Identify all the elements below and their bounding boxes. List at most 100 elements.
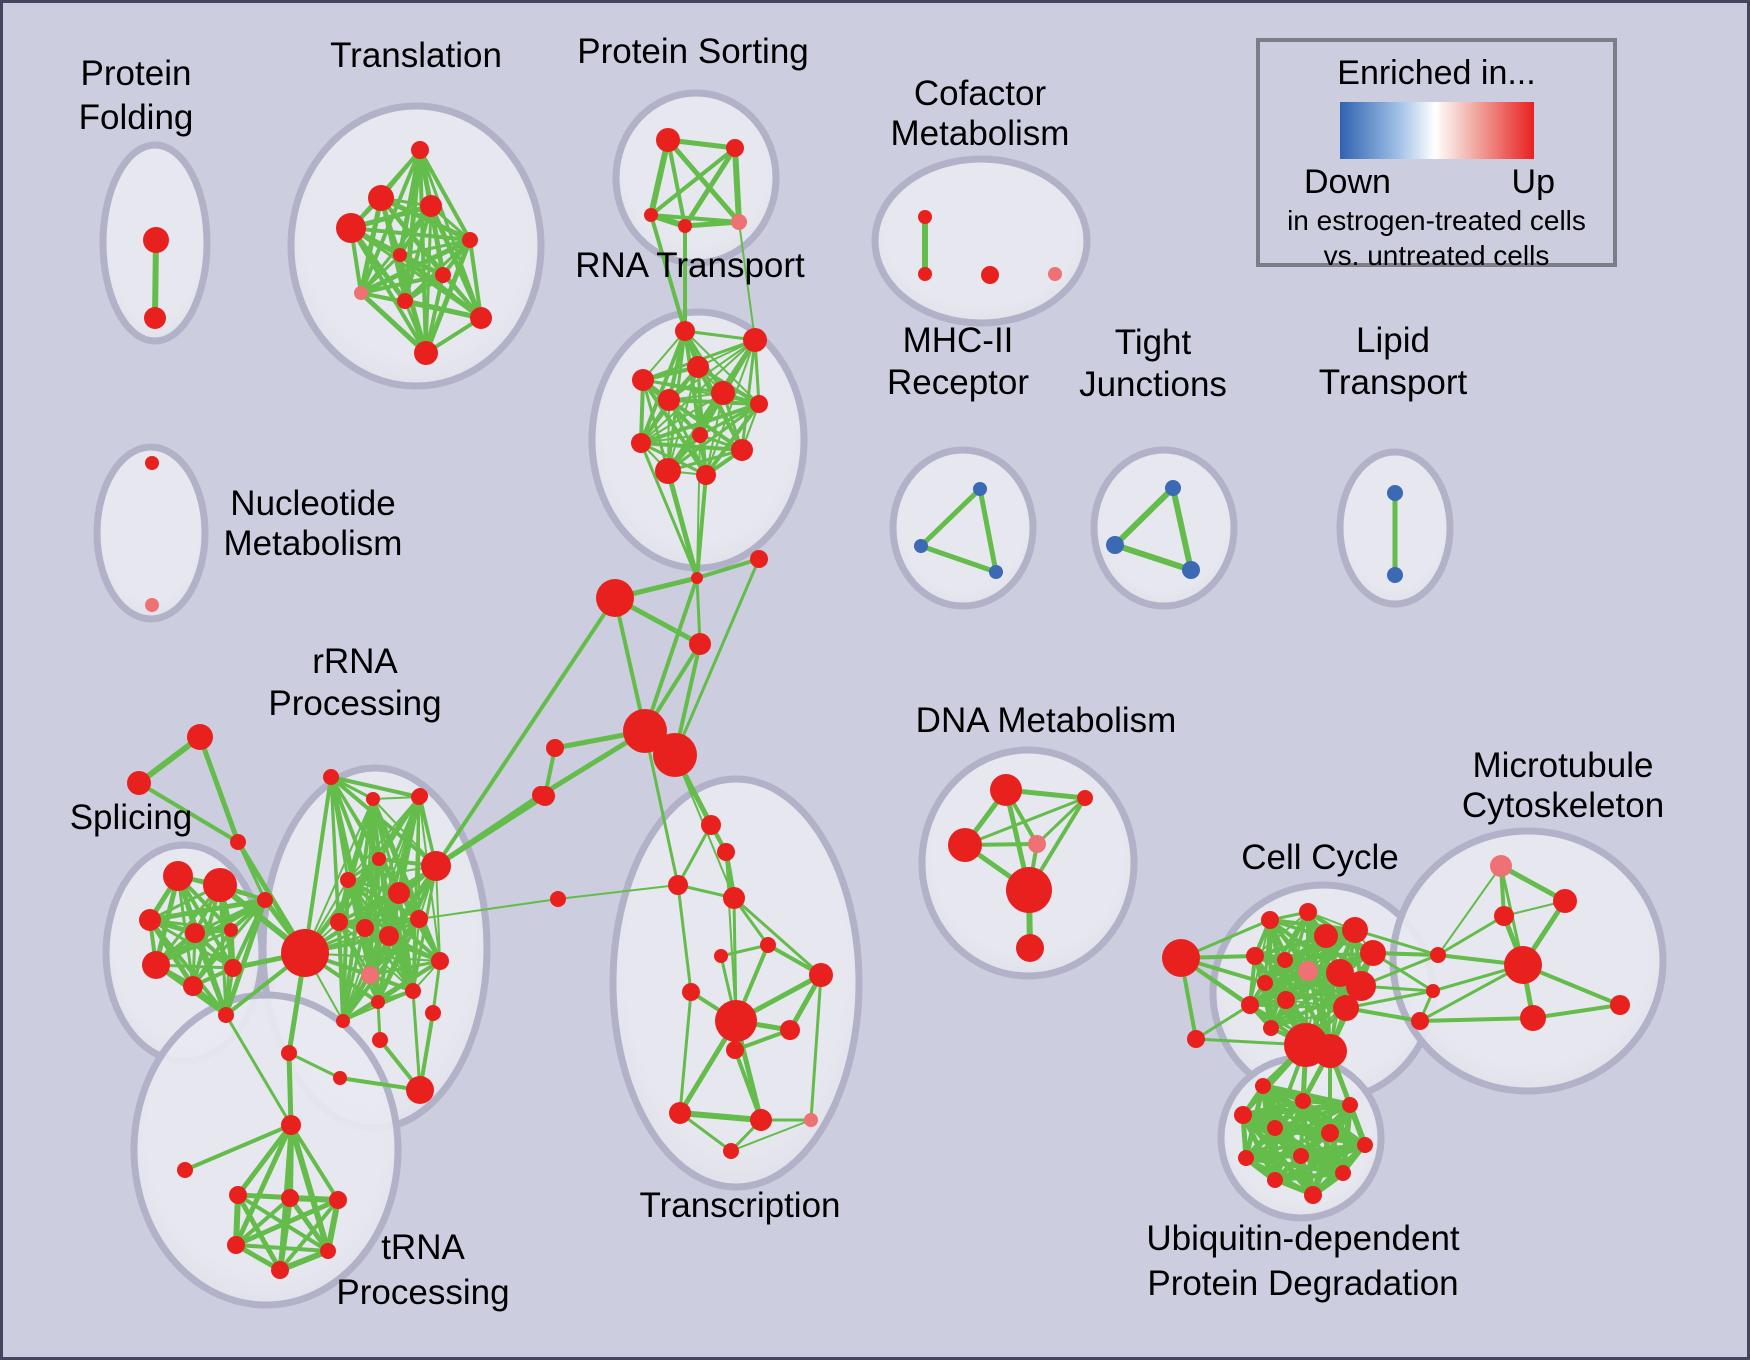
network-edge: [695, 557, 761, 580]
network-edge: [639, 441, 708, 477]
network-edge: [1263, 981, 1348, 1010]
network-edge: [286, 1050, 294, 1128]
network-node: [397, 293, 413, 309]
cluster-label-splicing: Splicing: [70, 798, 193, 837]
network-edge: [423, 237, 473, 356]
network-node: [1520, 1005, 1546, 1031]
network-edge: [963, 796, 1087, 847]
network-edge: [639, 441, 744, 452]
network-edge: [730, 1119, 812, 1152]
network-node: [257, 892, 273, 908]
network-edge: [235, 1122, 294, 1198]
network-node: [229, 1186, 247, 1204]
network-node: [1313, 1034, 1347, 1068]
network-node: [281, 929, 329, 977]
network-node: [1277, 991, 1295, 1009]
network-edge: [641, 378, 708, 477]
network-edge: [1436, 914, 1506, 957]
network-node: [187, 724, 213, 750]
network-node: [750, 1109, 772, 1131]
network-node: [1387, 567, 1403, 583]
network-edge: [740, 338, 757, 452]
network-edge: [733, 1048, 763, 1122]
network-node: [989, 565, 1003, 579]
network-node: [336, 1014, 350, 1028]
cluster-ellipse-mhc-ii-receptor: [889, 446, 1037, 610]
cluster-label-protein-folding: Folding: [79, 98, 194, 137]
network-node: [330, 913, 348, 931]
network-edge: [677, 1110, 764, 1123]
network-edge: [642, 379, 760, 405]
network-edge: [977, 486, 999, 575]
network-edge: [557, 884, 679, 900]
network-edge: [682, 219, 742, 229]
network-node: [1295, 1093, 1311, 1109]
network-edge: [428, 203, 484, 321]
network-edge: [719, 943, 770, 958]
network-node: [691, 572, 703, 584]
network-node: [323, 769, 339, 785]
network-edge: [1248, 1003, 1348, 1010]
cluster-label-tight-junctions: Junctions: [1079, 365, 1227, 404]
network-edge: [288, 1122, 331, 1254]
network-node: [435, 267, 451, 283]
network-node: [717, 843, 735, 861]
network-node: [1238, 1150, 1254, 1166]
network-node: [1387, 485, 1403, 501]
network-node: [1267, 1172, 1283, 1188]
cluster-label-microtubule-cytoskeleton: Cytoskeleton: [1462, 786, 1664, 825]
network-node: [366, 792, 380, 806]
network-edge: [368, 959, 442, 977]
network-node: [760, 937, 776, 953]
network-edge: [224, 1013, 293, 1127]
network-node: [1106, 536, 1124, 554]
network-node: [914, 539, 928, 553]
network-node: [183, 976, 203, 996]
network-edge: [349, 226, 428, 355]
network-edge: [424, 273, 445, 355]
network-edge: [236, 840, 267, 902]
network-edge: [433, 792, 544, 869]
network-node: [1357, 1137, 1373, 1153]
network-edge: [411, 989, 422, 1092]
network-edge: [673, 557, 761, 757]
cluster-ellipse-tight-junctions: [1090, 446, 1238, 610]
network-edge: [695, 473, 708, 580]
network-node: [1298, 961, 1318, 981]
network-edge: [287, 1051, 342, 1080]
network-edge: [402, 147, 423, 304]
network-edge: [1283, 951, 1375, 962]
network-node: [1346, 971, 1376, 1001]
cluster-label-cofactor-metabolism: Cofactor: [914, 74, 1047, 113]
network-edge: [704, 402, 761, 477]
network-edge: [676, 883, 693, 994]
network-node: [1162, 939, 1200, 977]
network-node: [177, 1162, 193, 1178]
cluster-label-trna-processing: tRNA: [381, 1228, 465, 1267]
network-edge: [695, 576, 702, 646]
network-edge: [287, 1195, 331, 1254]
network-node: [1263, 1020, 1279, 1036]
cluster-label-mhc-ii-receptor: MHC-II: [903, 321, 1014, 360]
network-edge: [468, 238, 483, 320]
network-node: [726, 1041, 744, 1059]
network-node: [388, 882, 410, 904]
network-node: [750, 395, 768, 413]
cluster-label-lipid-transport: Transport: [1319, 363, 1468, 402]
network-node: [271, 1261, 289, 1279]
network-node: [653, 733, 697, 777]
network-node: [145, 456, 159, 470]
network-edge: [649, 146, 737, 217]
network-edge: [304, 798, 374, 954]
network-node: [696, 465, 716, 485]
network-node: [224, 923, 238, 937]
network-edge: [668, 339, 756, 401]
network-node: [973, 482, 987, 496]
network-node: [1187, 1030, 1205, 1048]
network-node: [1255, 1078, 1271, 1094]
network-node: [1553, 889, 1577, 913]
network-node: [1165, 480, 1181, 496]
network-edge: [277, 1195, 293, 1273]
network-edge: [809, 973, 823, 1122]
network-edge: [725, 851, 737, 1022]
